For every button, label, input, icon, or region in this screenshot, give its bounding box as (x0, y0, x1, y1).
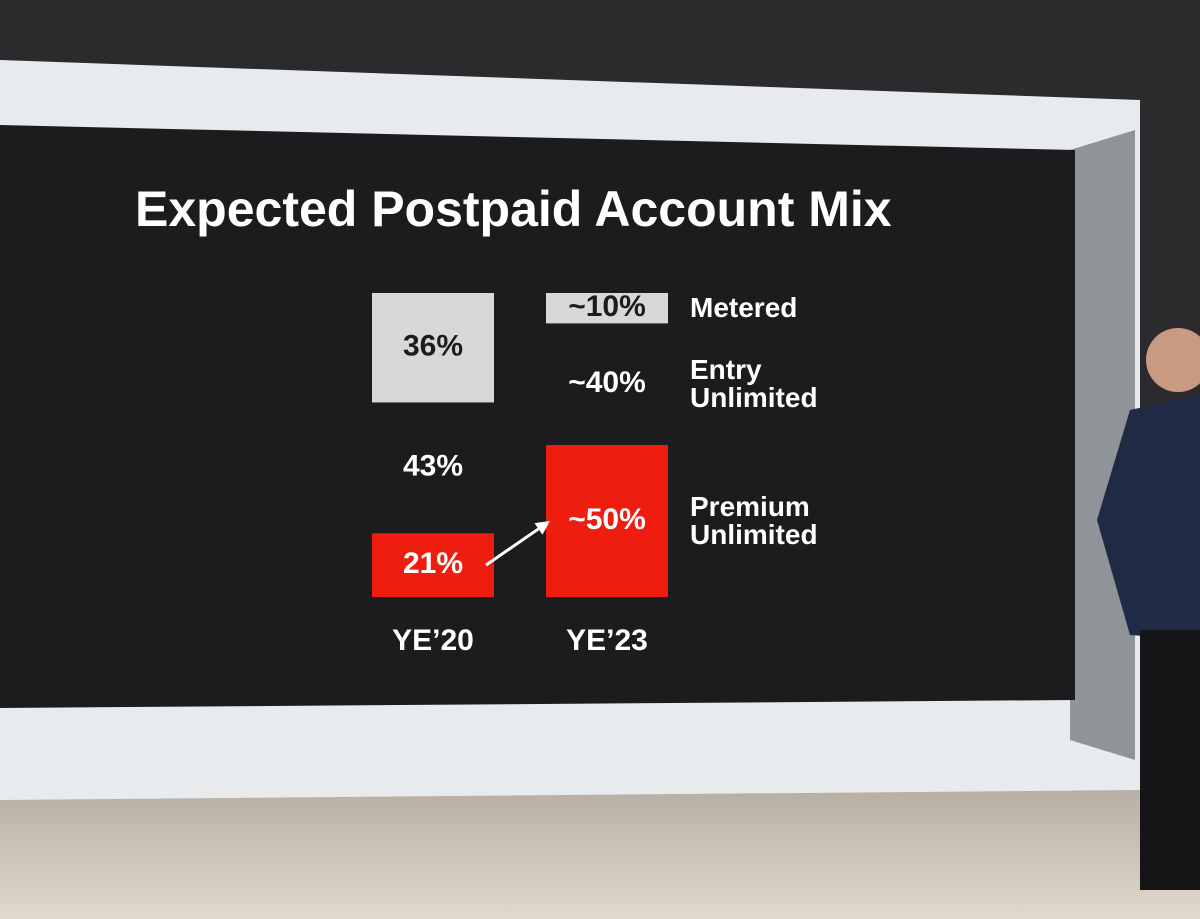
bar-segment (546, 293, 668, 324)
value-label: ~10% (568, 290, 646, 323)
presenter-legs (1140, 630, 1200, 890)
arrow-head (534, 521, 550, 535)
value-label: ~40% (568, 366, 646, 399)
value-label: 36% (403, 330, 463, 363)
bar-segment (372, 533, 494, 597)
presenter (1097, 328, 1200, 890)
bar-segment (372, 293, 494, 403)
x-tick-label: YE’23 (566, 624, 648, 657)
bar-segment (546, 445, 668, 597)
bar-segment (372, 402, 494, 534)
bar-segment (546, 323, 668, 445)
value-label: 43% (403, 450, 463, 483)
x-tick-label: YE’20 (392, 624, 474, 657)
presenter-head (1146, 328, 1200, 392)
chart-title: Expected Postpaid Account Mix (135, 181, 892, 237)
slide (0, 125, 1075, 708)
value-label: ~50% (568, 503, 646, 536)
legend-label: Premium Unlimited (690, 491, 818, 550)
presenter-jacket (1097, 395, 1200, 640)
floor (0, 790, 1200, 919)
screen-side (1070, 130, 1135, 760)
arrow-shaft (485, 527, 540, 567)
value-label: 21% (403, 547, 463, 580)
legend-label: Entry Unlimited (690, 354, 818, 414)
legend-label: Metered (690, 292, 798, 324)
